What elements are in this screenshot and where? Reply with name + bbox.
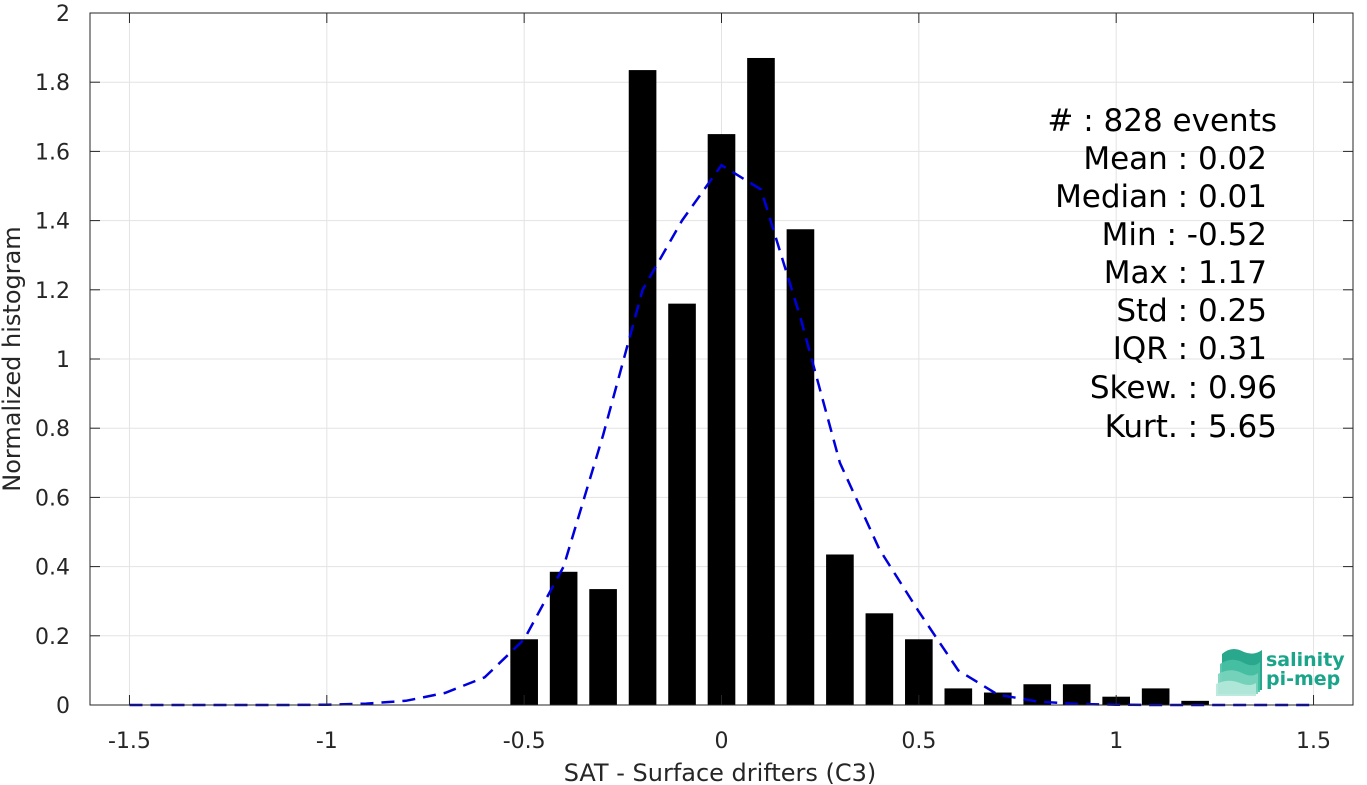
histogram-bar — [865, 613, 894, 705]
x-tick-label: 0 — [715, 729, 729, 754]
histogram-bar — [668, 303, 696, 705]
y-tick-label: 1.2 — [35, 279, 70, 304]
histogram-bar — [707, 134, 736, 706]
stats-box: # : 828 events Mean : 0.02 Median : 0.01… — [1047, 103, 1277, 445]
histogram-bar — [510, 639, 538, 705]
histogram-bar — [983, 692, 1012, 705]
stat-kurt: Kurt. : 5.65 — [1105, 409, 1277, 445]
histogram-bar — [549, 571, 578, 705]
histogram-bar — [786, 229, 815, 705]
histogram-bar — [1062, 684, 1091, 705]
x-tick-label: -0.5 — [503, 729, 546, 754]
y-tick-label: 2 — [56, 2, 70, 27]
histogram-bar — [944, 688, 973, 705]
x-tick-label: 1.5 — [1296, 729, 1331, 754]
histogram-bar — [589, 589, 617, 705]
x-tick-label: -1 — [316, 729, 338, 754]
y-tick-label: 1.4 — [35, 210, 70, 235]
y-tick-label: 0 — [56, 694, 70, 719]
salinity-pimep-logo: salinity pi-mep — [1216, 648, 1345, 696]
y-tick-label: 1.6 — [35, 140, 70, 165]
stat-max: Max : 1.17 — [1104, 255, 1267, 291]
y-tick-label: 1 — [56, 348, 70, 373]
logo-text-pimep: pi-mep — [1266, 668, 1340, 690]
y-tick-label: 0.8 — [35, 417, 70, 442]
x-axis-label: SAT - Surface drifters (C3) — [564, 759, 877, 785]
y-tick-label: 0.2 — [35, 625, 70, 650]
y-tick-label: 0.4 — [35, 556, 70, 581]
stat-iqr: IQR : 0.31 — [1113, 331, 1267, 367]
logo-waves-icon — [1216, 648, 1262, 696]
histogram-bars — [510, 57, 1209, 706]
stat-events: # : 828 events — [1047, 103, 1277, 139]
histogram-bar — [628, 70, 657, 706]
stat-skew: Skew. : 0.96 — [1090, 370, 1277, 406]
histogram-bar — [747, 57, 775, 706]
y-axis-ticks: 0 0.2 0.4 0.6 0.8 1 1.2 1.4 1.6 1.8 2 — [35, 2, 1353, 719]
x-axis-ticks: -1.5 -1 -0.5 0 0.5 1 1.5 — [108, 13, 1331, 754]
y-axis-label: Normalized histogram — [0, 226, 26, 491]
stat-min: Min : -0.52 — [1102, 217, 1267, 253]
x-tick-label: 1 — [1109, 729, 1123, 754]
y-tick-label: 1.8 — [35, 71, 70, 96]
stat-std: Std : 0.25 — [1116, 293, 1267, 329]
x-tick-label: -1.5 — [108, 729, 151, 754]
histogram-bar — [1141, 688, 1170, 705]
histogram-bar — [1181, 700, 1209, 705]
histogram-bar — [826, 554, 854, 705]
stat-mean: Mean : 0.02 — [1083, 141, 1267, 177]
logo-text-salinity: salinity — [1266, 649, 1345, 671]
stat-median: Median : 0.01 — [1055, 179, 1267, 215]
x-tick-label: 0.5 — [901, 729, 936, 754]
y-tick-label: 0.6 — [35, 486, 70, 511]
histogram-bar — [905, 639, 933, 705]
